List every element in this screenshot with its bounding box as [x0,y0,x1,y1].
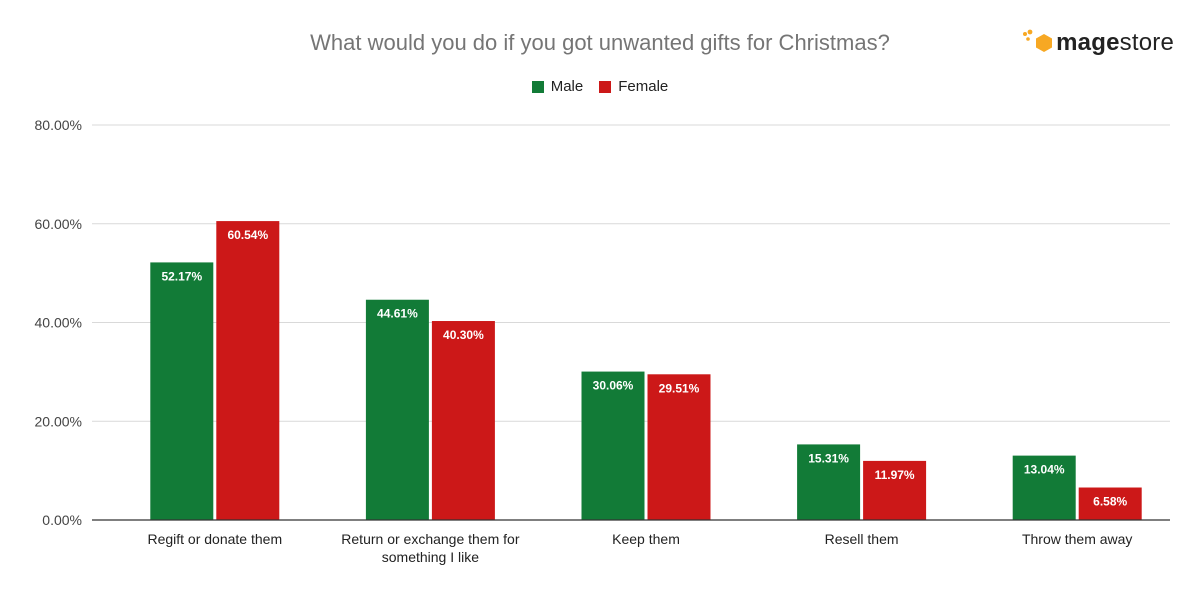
x-category-label: Return or exchange them for something I l… [341,531,520,565]
y-tick-label: 80.00% [35,117,82,133]
data-label-female: 60.54% [227,228,268,242]
x-category-label-line: Keep them [612,531,680,547]
data-label-male: 52.17% [161,269,202,283]
bar-male [581,371,645,520]
data-label-female: 6.58% [1093,495,1127,509]
data-label-female: 11.97% [875,468,915,482]
data-label-female: 40.30% [443,328,484,342]
data-label-female: 29.51% [659,381,700,395]
data-label-male: 15.31% [808,451,849,465]
bar-female [1078,487,1142,520]
chart-legend: Male Female [0,78,1200,95]
y-tick-label: 40.00% [35,315,82,331]
logo-brand-regular: store [1119,29,1174,56]
x-category-label: Throw them away [1022,531,1132,547]
legend-label-female: Female [618,78,669,95]
legend-item-female: Female [599,78,668,95]
hexagon-logo-icon [1023,29,1053,52]
bar-female [863,460,927,520]
x-category-label-line: Resell them [825,531,899,547]
logo-text: magestore [1056,29,1174,57]
y-tick-label: 20.00% [35,413,82,429]
legend-swatch-male [531,80,544,93]
legend-swatch-female [599,80,612,93]
bar-male [150,262,214,520]
data-label-male: 30.06% [593,379,634,393]
x-category-label: Keep them [612,531,680,547]
magestore-logo: magestore [1022,28,1174,58]
chart-title: What would you do if you got unwanted gi… [310,30,890,55]
bar-female [647,374,711,520]
x-category-label-line: something I like [382,549,479,565]
y-tick-label: 60.00% [35,216,82,232]
data-label-male: 13.04% [1024,463,1065,477]
x-category-label: Regift or donate them [147,531,282,547]
x-category-label-line: Return or exchange them for [341,531,520,547]
data-label-male: 44.61% [377,307,418,321]
bar-male [365,299,429,520]
x-category-label-line: Regift or donate them [147,531,282,547]
y-tick-label: 0.00% [42,512,82,528]
legend-label-male: Male [550,78,584,95]
x-category-label: Resell them [825,531,899,547]
logo-brand-bold: mage [1056,29,1120,56]
legend-item-male: Male [531,78,584,95]
bar-male [797,444,861,520]
bar-male [1012,455,1076,520]
bar-female [216,221,280,521]
bar-female [431,321,495,520]
x-category-label-line: Throw them away [1022,531,1132,547]
